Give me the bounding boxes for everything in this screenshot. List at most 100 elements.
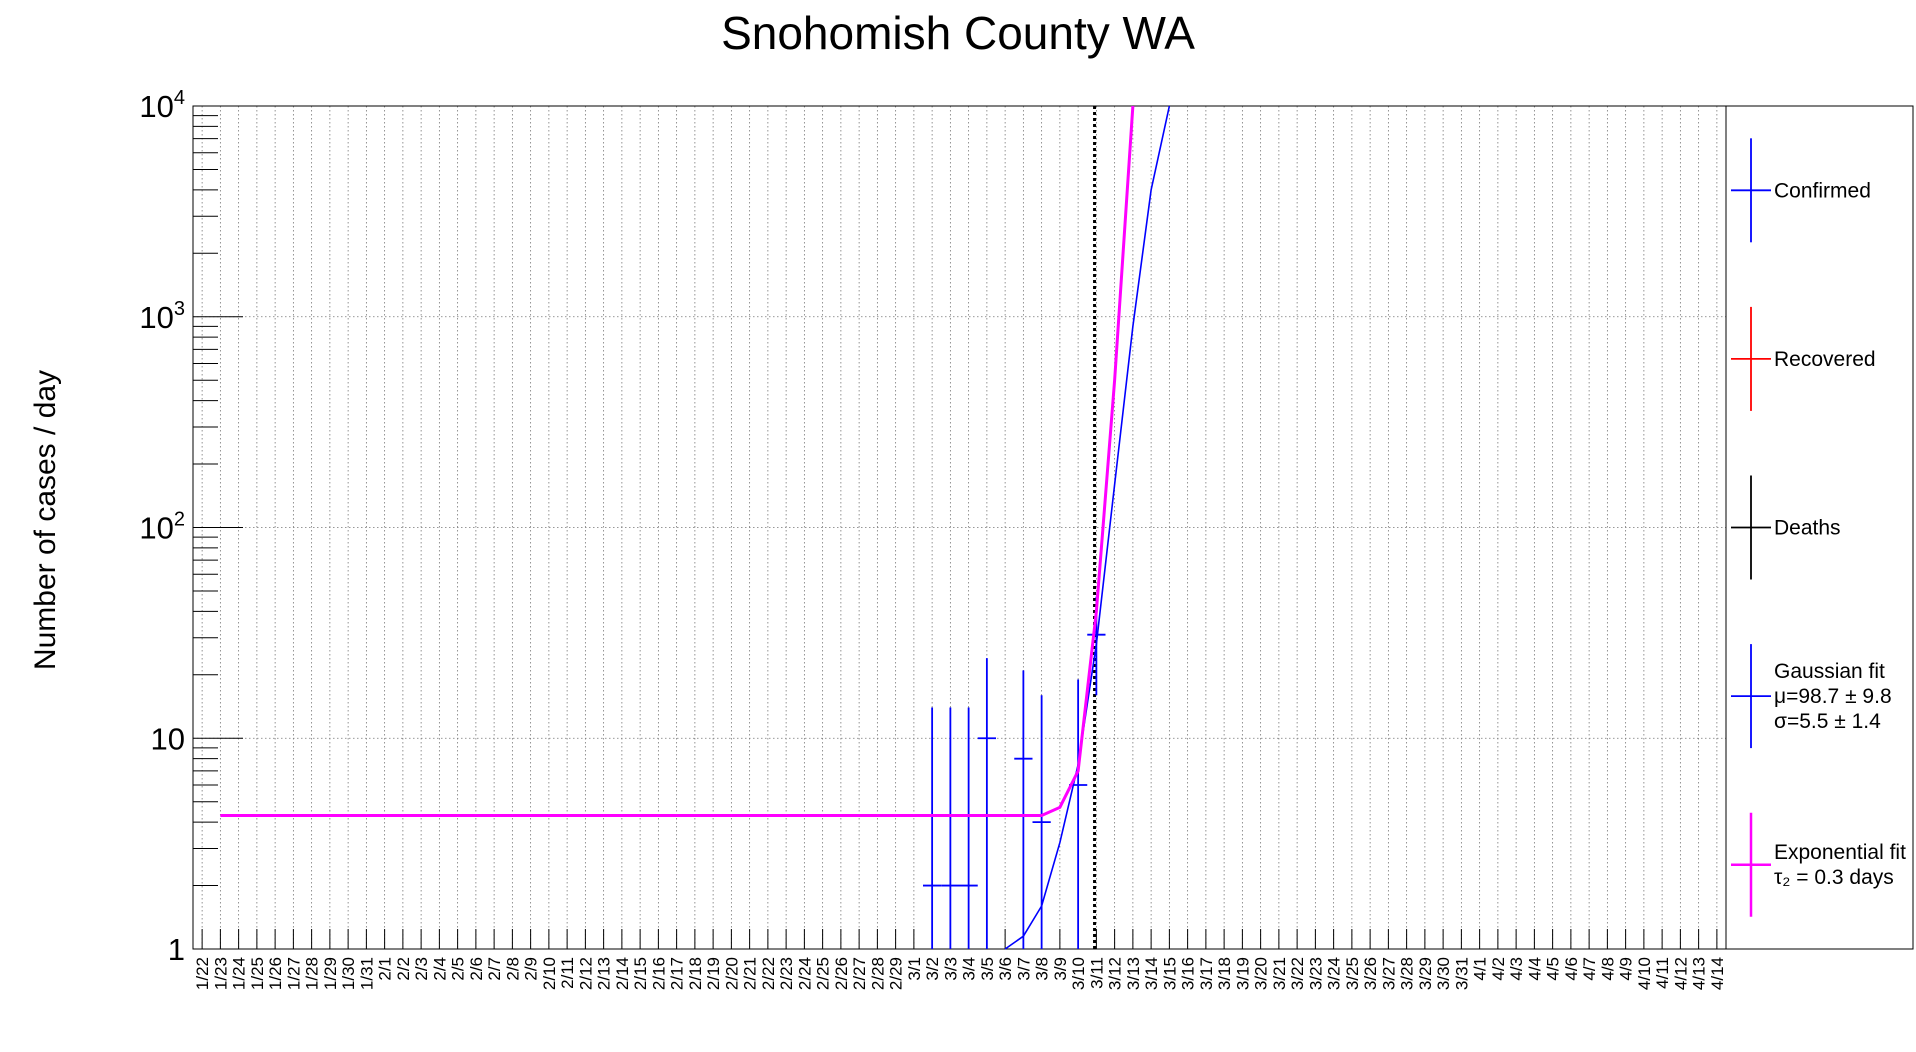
legend-entry-confirmed: Confirmed xyxy=(1731,138,1871,243)
y-tick-label: 10 xyxy=(151,721,185,756)
x-tick-label: 3/26 xyxy=(1361,957,1380,990)
x-tick-label: 2/6 xyxy=(467,957,486,981)
x-tick-label: 1/22 xyxy=(193,957,212,990)
x-tick-label: 3/6 xyxy=(996,957,1015,981)
x-tick-label: 3/1 xyxy=(905,957,924,981)
x-tick-label: 1/24 xyxy=(230,957,249,990)
x-tick-label: 3/23 xyxy=(1306,957,1325,990)
x-tick-label: 3/28 xyxy=(1398,957,1417,990)
confirmed-point xyxy=(1032,695,1051,949)
legend-label: Exponential fit xyxy=(1774,841,1906,864)
x-tick-label: 3/3 xyxy=(941,957,960,981)
confirmed-point xyxy=(923,707,942,949)
x-tick-label: 2/28 xyxy=(868,957,887,990)
x-tick-label: 4/10 xyxy=(1635,957,1654,990)
legend-label: Deaths xyxy=(1774,517,1841,540)
legend-label: μ=98.7 ± 9.8 xyxy=(1774,685,1892,708)
x-tick-label: 1/31 xyxy=(357,957,376,990)
x-tick-label: 2/2 xyxy=(394,957,413,981)
x-tick-label: 3/4 xyxy=(960,957,979,981)
x-tick-label: 2/19 xyxy=(704,957,723,990)
x-tick-label: 2/15 xyxy=(631,957,650,990)
x-tick-label: 3/5 xyxy=(978,957,997,981)
x-tick-label: 2/21 xyxy=(741,957,760,990)
x-tick-label: 4/12 xyxy=(1671,957,1690,990)
x-tick-label: 4/5 xyxy=(1544,957,1563,981)
legend-label: τ₂ = 0.3 days xyxy=(1774,866,1894,889)
x-tick-label: 2/20 xyxy=(722,957,741,990)
x-tick-label: 3/27 xyxy=(1379,957,1398,990)
x-tick-label: 2/18 xyxy=(686,957,705,990)
x-tick-label: 2/9 xyxy=(522,957,541,981)
x-tick-label: 2/8 xyxy=(503,957,522,981)
legend-entry-deaths: Deaths xyxy=(1731,475,1841,580)
y-tick-label: 102 xyxy=(139,509,185,546)
x-tick-label: 2/23 xyxy=(777,957,796,990)
x-tick-label: 3/25 xyxy=(1343,957,1362,990)
x-tick-label: 3/21 xyxy=(1270,957,1289,990)
plot-frame xyxy=(192,105,1727,950)
x-tick-label: 2/13 xyxy=(595,957,614,990)
x-tick-label: 3/29 xyxy=(1416,957,1435,990)
confirmed-point xyxy=(1014,670,1033,949)
x-tick-label: 2/14 xyxy=(613,957,632,990)
x-tick-label: 2/5 xyxy=(449,957,468,981)
x-tick-label: 2/4 xyxy=(430,957,449,981)
x-tick-label: 2/3 xyxy=(412,957,431,981)
x-tick-label: 3/30 xyxy=(1434,957,1453,990)
x-tick-label: 2/29 xyxy=(887,957,906,990)
x-tick-label: 2/24 xyxy=(795,957,814,990)
x-tick-label: 4/8 xyxy=(1598,957,1617,981)
y-tick-label: 104 xyxy=(139,87,185,124)
x-tick-label: 3/24 xyxy=(1325,957,1344,990)
x-tick-label: 2/11 xyxy=(558,957,577,989)
x-tick-label: 3/10 xyxy=(1069,957,1088,990)
x-tick-label: 2/26 xyxy=(832,957,851,990)
x-tick-label: 4/11 xyxy=(1653,957,1672,989)
x-tick-label: 3/18 xyxy=(1215,957,1234,990)
legend-label: Confirmed xyxy=(1774,179,1871,202)
x-tick-label: 3/15 xyxy=(1160,957,1179,990)
x-tick-label: 4/2 xyxy=(1489,957,1508,981)
x-tick-label: 2/10 xyxy=(540,957,559,990)
x-tick-label: 2/25 xyxy=(814,957,833,990)
x-tick-label: 2/17 xyxy=(668,957,687,990)
y-tick-label: 103 xyxy=(139,298,185,335)
exponential-fit-curve xyxy=(220,105,1135,817)
x-tick-label: 1/26 xyxy=(266,957,285,990)
x-tick-label: 1/29 xyxy=(321,957,340,990)
x-tick-label: 1/23 xyxy=(211,957,230,990)
legend-entry-recovered: Recovered xyxy=(1731,306,1876,411)
x-tick-label: 4/1 xyxy=(1471,957,1490,981)
x-tick-label: 3/31 xyxy=(1452,957,1471,990)
x-tick-label: 2/27 xyxy=(850,957,869,990)
x-tick-label: 3/14 xyxy=(1142,957,1161,990)
x-tick-label: 2/16 xyxy=(649,957,668,990)
legend-label: Gaussian fit xyxy=(1774,660,1885,683)
x-tick-label: 2/22 xyxy=(759,957,778,990)
x-tick-label: 2/7 xyxy=(485,957,504,981)
x-tick-label: 1/30 xyxy=(339,957,358,990)
x-tick-label: 4/9 xyxy=(1617,957,1636,981)
x-tick-label: 3/22 xyxy=(1288,957,1307,990)
x-tick-label: 2/12 xyxy=(576,957,595,990)
x-tick-label: 1/25 xyxy=(248,957,267,990)
x-tick-label: 3/20 xyxy=(1252,957,1271,990)
x-tick-label: 4/14 xyxy=(1708,957,1727,990)
chart-title: Snohomish County WA xyxy=(721,7,1195,59)
x-tick-label: 1/28 xyxy=(303,957,322,990)
x-tick-label: 4/4 xyxy=(1525,957,1544,981)
x-tick-label: 4/13 xyxy=(1690,957,1709,990)
x-tick-label: 1/27 xyxy=(284,957,303,990)
y-tick-label: 1 xyxy=(168,932,185,967)
x-tick-label: 3/7 xyxy=(1014,957,1033,981)
x-tick-label: 3/19 xyxy=(1233,957,1252,990)
x-tick-label: 3/12 xyxy=(1106,957,1125,990)
confirmed-point xyxy=(977,658,996,949)
x-tick-label: 3/11 xyxy=(1087,957,1106,989)
x-tick-label: 3/2 xyxy=(923,957,942,981)
x-tick-label: 2/1 xyxy=(376,957,395,981)
confirmed-point xyxy=(941,707,960,949)
